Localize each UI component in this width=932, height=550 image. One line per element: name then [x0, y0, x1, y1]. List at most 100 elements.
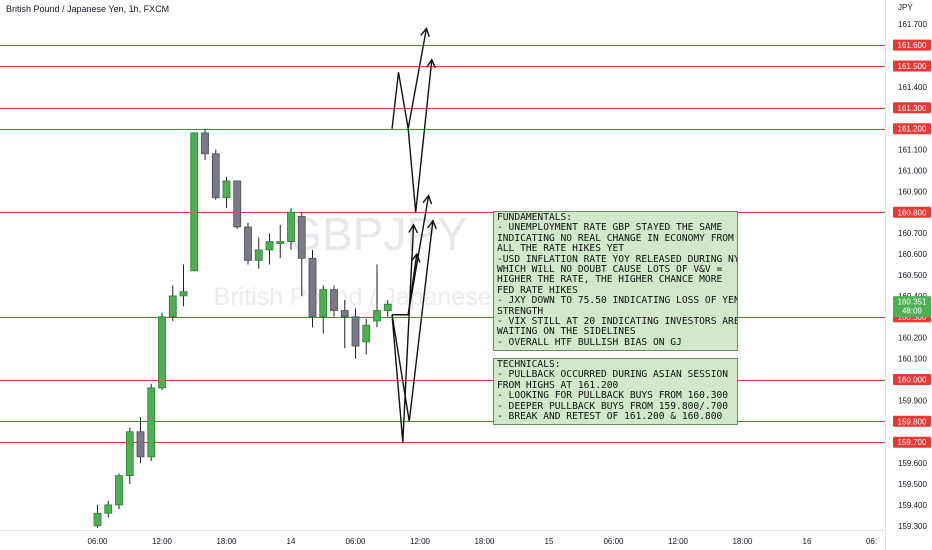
candle-body-13: [233, 180, 242, 228]
candle-body-16: [265, 241, 274, 251]
time-tick-5: 06:00: [345, 537, 366, 546]
technicals-line-2: FROM HIGHS AT 161.200: [497, 379, 619, 391]
price-tick-21: 161.400: [898, 83, 927, 92]
fundamentals-line-10: - VIX STILL AT 20 INDICATING INVESTORS A…: [497, 316, 738, 328]
projection-arrowhead-4: [427, 219, 437, 230]
candle-body-18: [287, 211, 295, 242]
projection-arrowhead-2: [422, 194, 433, 205]
level-badge-6[interactable]: [893, 374, 931, 385]
level-badge-label-5: 160.300: [898, 313, 927, 322]
time-tick-7: 18:00: [474, 537, 495, 546]
candle-body-0: [93, 512, 102, 527]
technicals-line-4: - DEEPER PULLBACK BUYS FROM 159.800/.700: [497, 400, 729, 412]
candle-body-17: [276, 241, 285, 245]
fundamentals-note[interactable]: FUNDAMENTALS: - UNEMPLOYMENT RATE GBP STA…: [493, 211, 738, 351]
level-badge-label-6: 160.000: [898, 376, 927, 385]
time-tick-12: 16: [803, 537, 812, 546]
level-badge-0[interactable]: [893, 39, 931, 51]
level-badge-4[interactable]: [893, 206, 931, 218]
time-tick-3: 18:00: [216, 537, 237, 546]
projection-path-0[interactable]: [391, 28, 428, 129]
level-badge-label-3: 161.200: [898, 125, 927, 134]
price-tick-18: 161.100: [898, 146, 927, 155]
candle-body-5: [147, 387, 156, 458]
watermark-symbol: GBPJPY: [286, 208, 468, 260]
fundamentals-line-12: - OVERALL HTF BULLISH BIAS ON GJ: [497, 336, 682, 348]
current-price-badge[interactable]: [893, 296, 931, 318]
projection-arrowhead-3: [408, 223, 419, 234]
candle-body-20: [308, 257, 317, 318]
level-badge-2[interactable]: [893, 102, 931, 114]
projection-path-5[interactable]: [392, 254, 418, 316]
chart-title: British Pound / Japanese Yen, 1h, FXCM: [6, 4, 170, 14]
candle-body-6: [158, 316, 166, 389]
technicals-line-1: - PULLBACK OCCURRED DURING ASIAN SESSION: [497, 369, 729, 381]
price-tick-17: 161.000: [898, 167, 927, 176]
fundamentals-line-3: ALL THE RATE HIKES YET: [497, 243, 625, 255]
level-badge-label-0: 161.600: [898, 41, 927, 50]
price-axis[interactable]: 159.300 159.400 159.500 159.600 159.700 159.8…: [885, 0, 932, 550]
technicals-line-0: TECHNICALS:: [497, 359, 561, 370]
candle-body-7: [168, 295, 177, 318]
level-badge-label-1: 161.500: [898, 62, 927, 71]
level-badge-7[interactable]: [893, 415, 931, 427]
projection-path-4[interactable]: [391, 220, 434, 422]
price-tick-9: 160.200: [898, 334, 927, 343]
level-badge-1[interactable]: [893, 60, 931, 72]
projection-arrowhead-5: [410, 252, 421, 263]
level-badge-3[interactable]: [893, 123, 931, 135]
fundamentals-line-9: STRENGTH: [497, 305, 544, 317]
technicals-note[interactable]: TECHNICALS: - PULLBACK OCCURRED DURING AS…: [493, 358, 738, 425]
fundamentals-line-0: FUNDAMENTALS:: [497, 212, 573, 223]
level-badge-label-2: 161.300: [898, 104, 927, 113]
candle-body-2: [115, 475, 123, 506]
time-tick-8: 15: [545, 537, 554, 546]
time-tick-4: 14: [287, 537, 296, 546]
price-tick-6: 159.900: [898, 396, 927, 405]
time-tick-10: 12:00: [668, 537, 689, 546]
level-badge-label-8: 159.700: [898, 438, 927, 447]
candle-body-14: [244, 226, 252, 261]
candle-body-11: [211, 153, 220, 199]
fundamentals-line-5: WHICH WILL NO DOUBT CAUSE LOTS OF V&V =: [497, 264, 723, 276]
fundamentals-line-6: HIGHER THE RATE, THE HIGHER CHANCE MORE: [497, 274, 723, 286]
candle-body-9: [190, 132, 199, 272]
candle-body-22: [330, 289, 338, 311]
time-tick-6: 12:00: [410, 537, 431, 546]
candle-body-23: [340, 310, 349, 318]
price-tick-1: 159.400: [898, 501, 927, 510]
price-tick-12: 160.500: [898, 271, 927, 280]
candle-body-21: [319, 289, 328, 318]
price-axis-bg: [885, 0, 932, 550]
fundamentals-line-1: - UNEMPLOYMENT RATE GBP STAYED THE SAME: [497, 222, 723, 234]
projection-path-1[interactable]: [407, 59, 433, 213]
price-tick-0: 159.300: [898, 522, 927, 531]
current-price-value: 160.351: [898, 298, 927, 307]
candle-body-15: [254, 249, 263, 261]
projection-arrows[interactable]: [391, 26, 437, 443]
candle-body-8: [179, 291, 188, 297]
level-badge-8[interactable]: [893, 436, 931, 448]
candle-body-24: [351, 316, 360, 347]
fundamentals-line-4: -USD INFLATION RATE YOY RELEASED DURING …: [497, 253, 738, 265]
fundamentals-line-11: WAITING ON THE SIDELINES: [497, 326, 636, 338]
technicals-line-3: - LOOKING FOR PULLBACK BUYS FROM 160.300: [497, 390, 729, 402]
axis-unit-label: JPY: [898, 3, 913, 12]
level-badge-label-7: 159.800: [898, 417, 927, 426]
price-tick-16: 160.900: [898, 187, 927, 196]
technicals-line-5: - BREAK AND RETEST OF 161.200 & 160.800: [497, 411, 723, 423]
candle-body-4: [136, 431, 145, 458]
candle-body-19: [297, 216, 306, 259]
price-tick-8: 160.100: [898, 355, 927, 364]
price-tick-13: 160.600: [898, 250, 927, 259]
time-axis[interactable]: 1306:0012:0018:001406:0012:0018:001506:0…: [0, 530, 885, 547]
time-tick-1: 06:00: [87, 537, 108, 546]
time-tick-9: 06:00: [603, 537, 624, 546]
candle-body-27: [383, 303, 392, 311]
price-tick-24: 161.700: [898, 20, 927, 29]
fundamentals-line-2: INDICATING NO REAL CHANGE IN ECONOMY FRO…: [497, 232, 734, 244]
candle-body-10: [201, 132, 209, 155]
candle-body-3: [125, 431, 134, 477]
price-tick-2: 159.500: [898, 480, 927, 489]
